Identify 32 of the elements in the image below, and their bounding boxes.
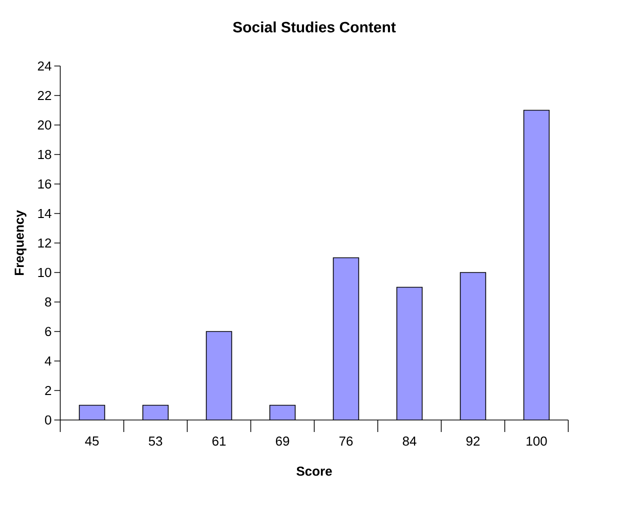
y-tick-label: 0 (44, 415, 52, 425)
x-axis-title: Score (296, 466, 332, 476)
y-tick-label: 22 (38, 90, 52, 100)
x-tick-label: 45 (85, 436, 99, 446)
bar (333, 258, 359, 420)
y-axis-title: Frequency (14, 210, 26, 275)
y-tick-label: 2 (45, 386, 52, 396)
y-tick-label: 14 (38, 209, 52, 218)
y-tick-label: 20 (38, 120, 52, 130)
y-tick-label: 12 (38, 238, 52, 248)
x-tick-label: 61 (212, 436, 226, 446)
x-tick-label: 69 (276, 436, 290, 446)
bar (523, 110, 550, 420)
y-tick-label: 18 (38, 150, 52, 160)
bar (79, 405, 105, 420)
x-tick-label: 84 (402, 436, 416, 446)
bar (206, 331, 232, 420)
y-tick-label: 8 (45, 297, 52, 307)
bar (142, 405, 168, 420)
x-tick-label: 53 (148, 436, 162, 446)
bar (460, 272, 486, 420)
bar (270, 405, 296, 420)
y-tick-label: 16 (38, 179, 52, 189)
y-tick-label: 10 (38, 268, 52, 278)
y-tick-label: 4 (44, 356, 52, 366)
bar (396, 287, 422, 420)
y-tick-label: 24 (38, 61, 52, 71)
chart-title: Social Studies Content (233, 21, 396, 32)
x-tick-label: 92 (466, 436, 480, 446)
y-tick-label: 6 (45, 326, 52, 336)
x-tick-label: 76 (339, 436, 353, 446)
x-tick-label: 100 (526, 436, 547, 446)
